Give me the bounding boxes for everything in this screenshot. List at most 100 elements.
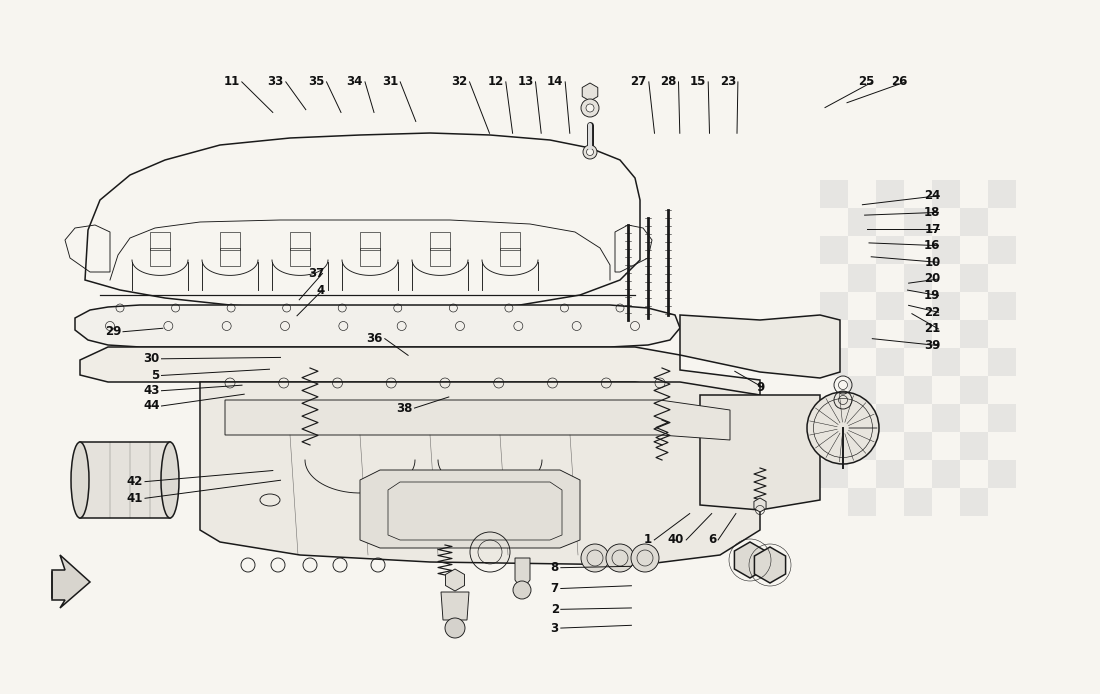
Text: 37: 37 xyxy=(308,267,324,280)
Text: 21: 21 xyxy=(924,323,940,335)
Bar xyxy=(960,208,988,236)
Bar xyxy=(960,432,988,460)
Text: 26: 26 xyxy=(891,76,908,88)
Polygon shape xyxy=(80,347,760,395)
Bar xyxy=(848,488,876,516)
Text: 1: 1 xyxy=(645,534,652,546)
Text: 7: 7 xyxy=(551,582,559,595)
Bar xyxy=(904,264,932,292)
Circle shape xyxy=(446,618,465,638)
Bar xyxy=(904,488,932,516)
Bar xyxy=(988,292,1016,320)
Text: 25: 25 xyxy=(858,76,874,88)
Text: 29: 29 xyxy=(104,325,121,338)
Text: 41: 41 xyxy=(126,492,143,505)
Text: 28: 28 xyxy=(660,76,676,88)
Text: 24: 24 xyxy=(924,189,940,202)
Text: 10: 10 xyxy=(924,256,940,269)
Bar xyxy=(876,292,904,320)
Bar xyxy=(848,208,876,236)
Bar xyxy=(988,348,1016,376)
Bar xyxy=(988,404,1016,432)
Text: 9: 9 xyxy=(757,381,764,393)
Bar xyxy=(820,348,848,376)
Bar xyxy=(876,348,904,376)
Text: Soudoria: Soudoria xyxy=(340,338,619,392)
Circle shape xyxy=(807,392,879,464)
Text: 13: 13 xyxy=(517,76,534,88)
Bar xyxy=(960,376,988,404)
Circle shape xyxy=(586,104,594,112)
Circle shape xyxy=(586,149,594,155)
Circle shape xyxy=(583,145,597,159)
Polygon shape xyxy=(441,592,469,620)
Text: 30: 30 xyxy=(143,353,160,365)
Text: 35: 35 xyxy=(308,76,324,88)
Bar xyxy=(848,432,876,460)
Bar xyxy=(932,460,960,488)
Text: 12: 12 xyxy=(487,76,504,88)
Text: 27: 27 xyxy=(630,76,647,88)
Text: 42: 42 xyxy=(126,475,143,488)
Bar xyxy=(848,264,876,292)
Bar xyxy=(876,460,904,488)
Bar xyxy=(904,376,932,404)
Polygon shape xyxy=(80,442,170,518)
Circle shape xyxy=(581,544,609,572)
Bar xyxy=(932,180,960,208)
Text: 22: 22 xyxy=(924,306,940,319)
Polygon shape xyxy=(680,315,840,378)
Polygon shape xyxy=(515,558,530,590)
Bar xyxy=(848,320,876,348)
Polygon shape xyxy=(360,470,580,548)
Text: 19: 19 xyxy=(924,289,940,302)
Text: 43: 43 xyxy=(143,384,160,397)
Bar xyxy=(960,488,988,516)
Text: 33: 33 xyxy=(267,76,284,88)
Ellipse shape xyxy=(161,442,179,518)
Ellipse shape xyxy=(72,442,89,518)
Polygon shape xyxy=(52,555,90,608)
Bar xyxy=(820,236,848,264)
Circle shape xyxy=(581,99,600,117)
Text: 36: 36 xyxy=(366,332,383,345)
Text: 17: 17 xyxy=(924,223,940,235)
Bar xyxy=(876,236,904,264)
Text: 16: 16 xyxy=(924,239,940,252)
Circle shape xyxy=(631,544,659,572)
Bar xyxy=(820,460,848,488)
Bar xyxy=(876,404,904,432)
Text: 23: 23 xyxy=(719,76,736,88)
Bar xyxy=(932,404,960,432)
Polygon shape xyxy=(200,382,760,565)
Text: 40: 40 xyxy=(668,534,684,546)
Bar xyxy=(960,320,988,348)
Text: 2: 2 xyxy=(551,603,559,616)
Text: 8: 8 xyxy=(550,561,559,574)
Bar xyxy=(904,432,932,460)
Bar xyxy=(988,180,1016,208)
Bar xyxy=(820,404,848,432)
Text: 32: 32 xyxy=(451,76,468,88)
Text: 20: 20 xyxy=(924,273,940,285)
Bar xyxy=(960,264,988,292)
Bar xyxy=(904,320,932,348)
Text: 39: 39 xyxy=(924,339,940,352)
Bar xyxy=(932,348,960,376)
Circle shape xyxy=(513,581,531,599)
Polygon shape xyxy=(700,395,820,510)
Text: 11: 11 xyxy=(223,76,240,88)
Bar xyxy=(988,236,1016,264)
Bar xyxy=(848,376,876,404)
Polygon shape xyxy=(85,133,640,312)
Text: 44: 44 xyxy=(143,400,160,412)
Text: 4: 4 xyxy=(317,284,324,296)
Text: 38: 38 xyxy=(396,402,412,414)
Text: 34: 34 xyxy=(346,76,363,88)
Text: 15: 15 xyxy=(690,76,706,88)
Text: 31: 31 xyxy=(382,76,398,88)
Text: 3: 3 xyxy=(551,622,559,634)
Text: 6: 6 xyxy=(708,534,716,546)
Text: 18: 18 xyxy=(924,206,940,219)
Bar xyxy=(904,208,932,236)
